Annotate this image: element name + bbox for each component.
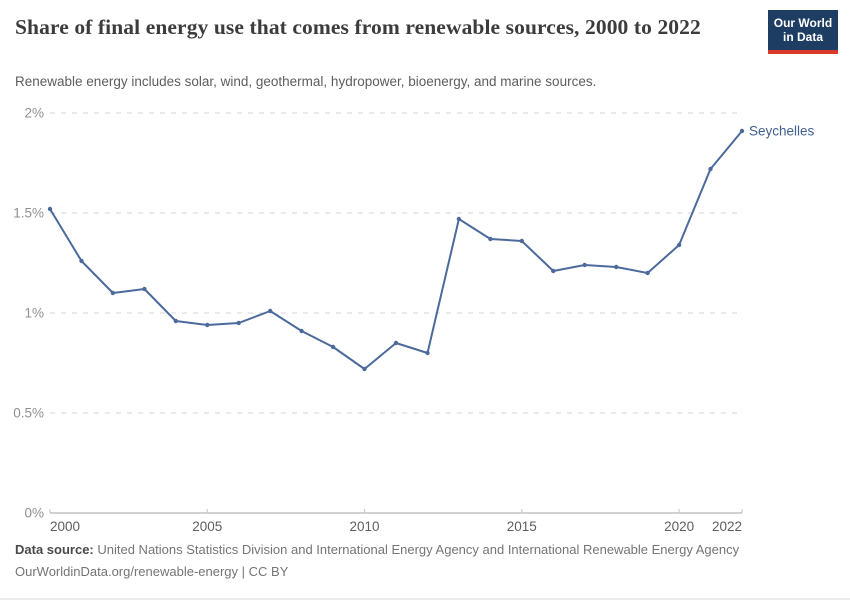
x-tick-label: 2022 [712,519,742,534]
data-point[interactable] [519,238,524,244]
data-point[interactable] [110,290,116,296]
data-point[interactable] [330,344,336,350]
y-tick-label: 0.5% [13,406,44,421]
data-point[interactable] [425,350,430,356]
line-chart[interactable]: 0% 0.5% 1% 1.5% 2% 2000 2005 2010 2015 2020 2022 Se… [0,100,850,542]
data-point[interactable] [79,258,84,264]
x-tick-label: 2005 [192,519,222,534]
page-title: Share of final energy use that comes fro… [15,15,701,39]
license-line: OurWorldinData.org/renewable-energy | CC… [15,564,815,579]
data-point[interactable] [47,206,53,212]
owid-link[interactable]: OurWorldinData.org/renewable-energy [15,564,239,579]
y-tick-label: 1% [24,306,44,321]
data-point[interactable] [299,328,304,334]
data-point[interactable] [582,262,587,268]
data-point[interactable] [173,318,178,324]
data-point[interactable] [488,236,493,242]
chart-footer: Data source: United Nations Statistics D… [15,542,815,586]
owid-logo-line1: Our World [773,16,833,30]
data-point[interactable] [708,166,713,172]
chart-subtitle: Renewable energy includes solar, wind, g… [15,74,597,89]
data-line[interactable] [49,130,743,370]
y-tick-label: 1.5% [13,206,44,221]
owid-logo[interactable]: Our World in Data [768,10,838,54]
y-tick-label: 0% [24,506,44,521]
license-suffix: | CC BY [238,564,289,579]
data-point[interactable] [456,216,462,222]
x-tick-label: 2015 [507,519,537,534]
data-source-text: United Nations Statistics Division and I… [93,542,740,557]
data-point[interactable] [268,308,273,314]
data-point[interactable] [362,366,367,372]
data-point[interactable] [142,286,147,292]
x-tick-label: 2000 [50,519,80,534]
data-point[interactable] [236,320,241,326]
data-point[interactable] [676,242,682,248]
series-end-label[interactable]: Seychelles [749,124,815,139]
data-point[interactable] [205,322,210,328]
data-source-label: Data source: [15,542,94,557]
data-point[interactable] [739,128,745,134]
data-point[interactable] [393,340,399,346]
x-tick-label: 2010 [350,519,380,534]
data-source-line: Data source: United Nations Statistics D… [15,542,815,557]
data-point[interactable] [551,268,556,274]
x-tick-label: 2020 [664,519,694,534]
data-point[interactable] [645,270,650,276]
owid-logo-line2: in Data [782,30,823,44]
y-tick-label: 2% [24,106,44,121]
data-point[interactable] [614,264,619,270]
